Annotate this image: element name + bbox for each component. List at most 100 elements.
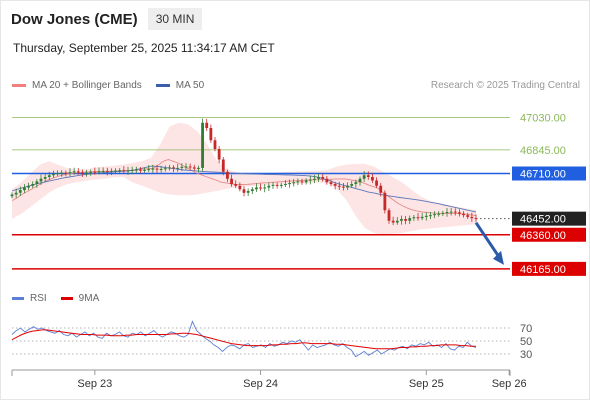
candle-body — [424, 215, 428, 217]
candle-body — [230, 178, 233, 184]
x-tick-label: Sep 25 — [409, 378, 444, 390]
x-tick-label: Sep 24 — [243, 378, 278, 390]
level-label: 47030.00 — [520, 113, 566, 125]
legend-swatch-ma50 — [155, 84, 170, 87]
bollinger-band — [12, 122, 476, 235]
candle-body — [308, 179, 312, 181]
candle-body — [313, 178, 316, 180]
rsi-level-label: 50 — [520, 336, 532, 348]
candle-body — [217, 149, 221, 160]
candle-body — [105, 170, 109, 172]
candle-body — [259, 187, 262, 189]
candle-body — [213, 140, 217, 149]
candle-body — [72, 171, 76, 173]
candle-body — [250, 189, 254, 191]
rsi-legend-label-rsi: RSI — [30, 293, 47, 304]
candle-body — [168, 167, 171, 169]
candle-body — [458, 212, 461, 214]
candle-body — [110, 171, 113, 173]
candle-body — [238, 185, 242, 190]
candle-body — [474, 218, 478, 220]
candle-body — [271, 184, 275, 186]
forecast-arrow-shaft — [474, 221, 503, 261]
candle-body — [192, 167, 196, 169]
level-tag — [512, 227, 586, 242]
rsi-legend: RSI 9MA — [12, 293, 113, 304]
candle-body — [395, 220, 399, 223]
candle-body — [122, 170, 126, 172]
level-tag — [512, 166, 586, 181]
candle-body — [300, 181, 304, 183]
candle-body — [470, 216, 474, 219]
candle-body — [412, 217, 416, 219]
candle-body — [321, 177, 325, 179]
last-price-tag — [512, 211, 586, 226]
candle-body — [47, 175, 51, 177]
candle-body — [383, 192, 387, 211]
rsi-ma-line — [11, 329, 476, 350]
candle-body — [304, 180, 308, 183]
candle-body — [288, 183, 291, 185]
candle-body — [27, 185, 30, 188]
candle-body — [89, 171, 93, 173]
candle-body — [387, 210, 391, 221]
candle-body — [43, 177, 47, 179]
candle-body — [371, 177, 374, 181]
candle-body — [209, 128, 213, 141]
candle-body — [445, 212, 449, 213]
candle-body — [93, 171, 97, 173]
candle-body — [255, 187, 258, 190]
candle-body — [101, 170, 105, 172]
candle-body — [118, 170, 122, 172]
candle-body — [267, 185, 271, 188]
rsi-legend-swatch-rsi — [12, 297, 24, 300]
candle-body — [10, 194, 14, 197]
level-label: 46710.00 — [520, 169, 566, 181]
candle-body — [205, 122, 209, 128]
timestamp: Thursday, September 25, 2025 11:34:17 AM… — [13, 41, 275, 55]
level-label: 46165.00 — [520, 264, 566, 276]
candle-body — [76, 171, 80, 173]
candle-body — [130, 170, 134, 171]
level-label: 46845.00 — [520, 145, 566, 157]
candle-body — [263, 187, 267, 189]
candle-body — [163, 168, 167, 170]
candle-body — [292, 182, 296, 184]
candle-body — [453, 211, 457, 213]
candle-body — [246, 191, 250, 193]
instrument-title: Dow Jones (CME) — [11, 10, 138, 28]
candle-body — [333, 184, 337, 186]
candle-body — [201, 122, 204, 168]
candle-body — [420, 216, 424, 219]
candle-body — [114, 170, 117, 172]
candle-body — [325, 178, 329, 183]
rsi-legend-item-rsi: RSI — [12, 293, 47, 304]
candle-body — [85, 172, 88, 174]
candle-body — [35, 181, 39, 184]
legend-swatch-ma20 — [12, 84, 26, 87]
candle-body — [151, 168, 155, 170]
forecast-arrow-head — [493, 250, 504, 265]
legend-label-ma50: MA 50 — [175, 80, 205, 91]
candle-body — [416, 217, 420, 219]
candle-body — [242, 189, 246, 193]
timeframe-badge[interactable]: 30 MIN — [147, 8, 203, 30]
candle-body — [184, 166, 188, 168]
candle-body — [317, 177, 320, 179]
candle-body — [408, 218, 412, 221]
candle-body — [81, 172, 84, 174]
rsi-legend-swatch-9ma — [60, 297, 73, 300]
candle-body — [275, 184, 279, 186]
level-tag — [512, 261, 586, 276]
candle-body — [437, 213, 441, 215]
candle-body — [449, 211, 453, 213]
candle-body — [134, 169, 138, 171]
title-bar: Dow Jones (CME) 30 MIN — [11, 6, 203, 32]
candle-body — [159, 168, 163, 170]
candle-body — [404, 219, 407, 221]
candle-body — [56, 173, 59, 175]
x-tick-label: Sep 26 — [492, 378, 527, 390]
candle-body — [400, 219, 403, 221]
candle-body — [429, 215, 432, 217]
